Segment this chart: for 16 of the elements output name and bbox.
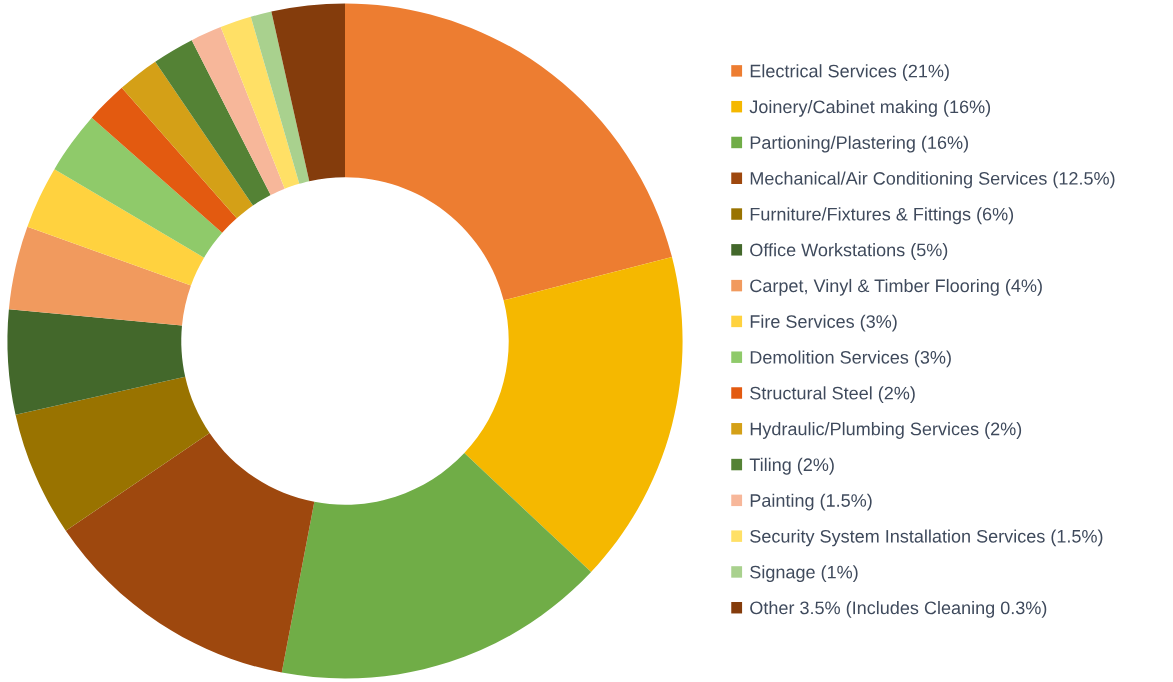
legend-label: Tiling (2%) xyxy=(749,457,834,475)
legend-label: Demolition Services (3%) xyxy=(750,350,951,368)
legend-label: Office Workstations (5%) xyxy=(750,243,948,260)
legend-label: Structural Steel (2%) xyxy=(750,386,915,404)
legend-label: Hydraulic/Plumbing Services (2%) xyxy=(750,422,1022,439)
legend-label: Fire Services (3%) xyxy=(750,314,897,332)
legend-label: Partioning/Plastering (16%) xyxy=(750,135,968,153)
legend-label: Mechanical/Air Conditioning Services (12.5%) xyxy=(750,171,1115,189)
legend-label: Other 3.5% (Includes Cleaning 0.3%) xyxy=(750,601,1047,618)
legend-label: Furniture/Fixtures & Fittings (6%) xyxy=(750,207,1014,225)
legend-label: Joinery/Cabinet making (16%) xyxy=(749,99,991,117)
legend-label: Carpet, Vinyl & Timber Flooring (4%) xyxy=(750,278,1042,296)
legend-label: Electrical Services (21%) xyxy=(750,64,949,81)
legend-label: Painting (1.5%) xyxy=(750,493,872,511)
legend-label: Security System Installation Services (1.5%) xyxy=(750,529,1103,547)
legend-label: Signage (1%) xyxy=(750,565,858,583)
